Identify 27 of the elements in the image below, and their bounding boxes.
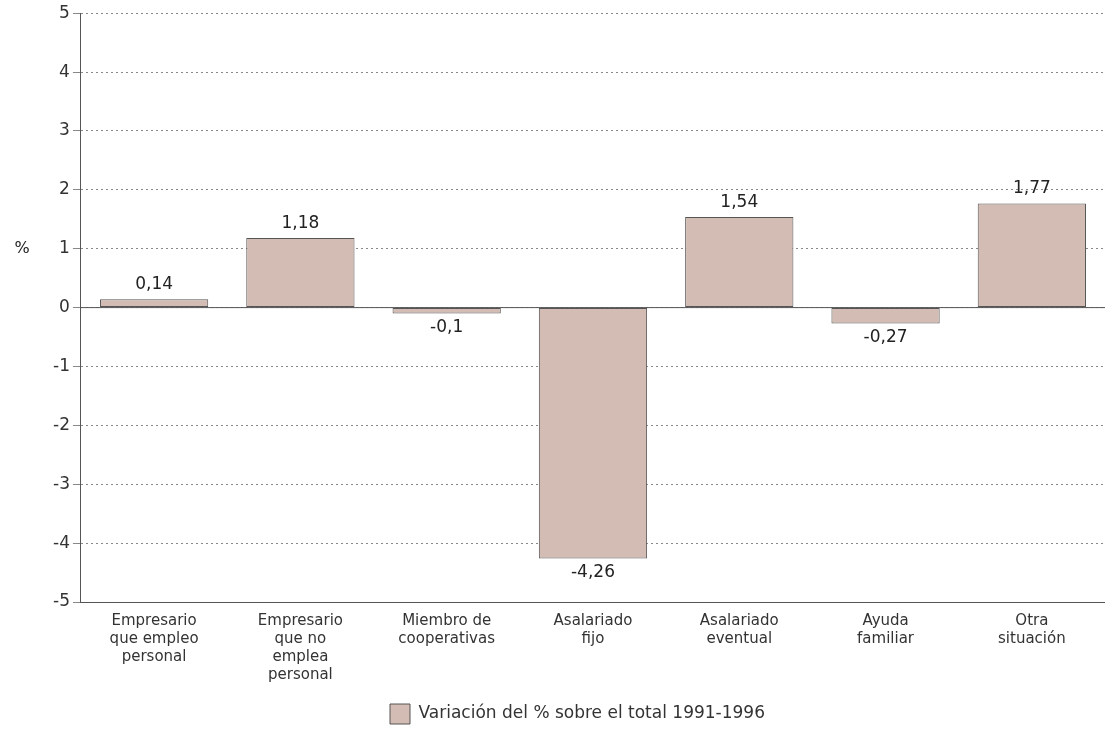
y-tick-label: 0: [59, 296, 70, 317]
y-tick-label: 4: [59, 60, 70, 81]
y-tick-label: 5: [59, 1, 70, 22]
y-axis-title: %: [14, 237, 30, 257]
legend-label: Variación del % sobre el total 1991-1996: [418, 702, 765, 723]
x-tick-label: Ayuda familiar: [857, 610, 915, 647]
data-label: -4,26: [570, 561, 615, 582]
x-tick-label: Asalariado fijo: [553, 610, 633, 647]
data-label: 1,18: [281, 212, 320, 233]
y-tick-label: 3: [59, 119, 70, 140]
x-tick-label: Empresario que empleo personal: [109, 610, 199, 665]
y-tick-label: 1: [59, 237, 70, 258]
data-label: 1,77: [1012, 177, 1051, 198]
y-tick-label: 2: [59, 178, 70, 199]
y-tick-label: -1: [53, 354, 70, 375]
data-label: -0,1: [430, 316, 464, 337]
x-tick-label: Otra situación: [998, 610, 1066, 647]
y-tick-label: -2: [53, 413, 70, 434]
data-label: 1,54: [720, 190, 759, 211]
x-tick-label: Asalariado eventual: [699, 610, 779, 647]
data-label: 0,14: [135, 273, 174, 294]
y-tick-label: -3: [53, 472, 70, 493]
x-tick-label: Empresario que no emplea personal: [257, 610, 343, 683]
data-label: -0,27: [863, 326, 908, 347]
x-tick-label: Miembro de cooperativas: [398, 610, 496, 647]
y-tick-label: -4: [53, 531, 70, 552]
y-tick-label: -5: [53, 590, 70, 611]
